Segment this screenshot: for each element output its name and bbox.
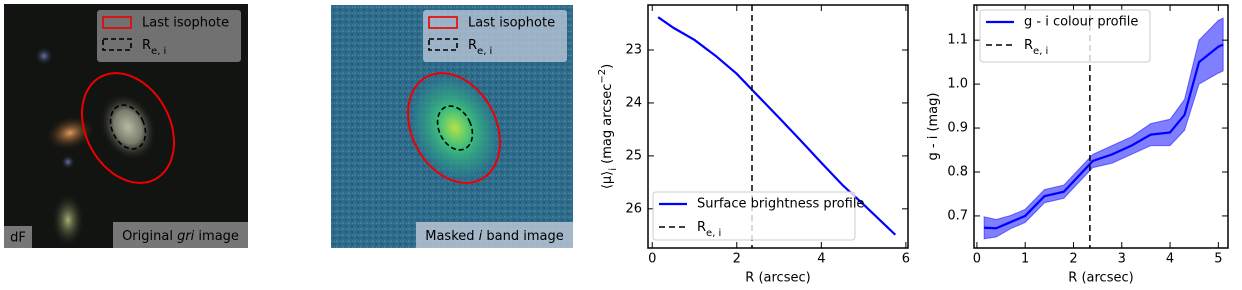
label-part: Original bbox=[122, 229, 177, 244]
legend-swatch bbox=[102, 38, 132, 51]
label-part: ⟨μ⟩ bbox=[600, 171, 615, 189]
x-axis-label: R (arcsec) bbox=[745, 271, 810, 286]
x-tick-label: 4 bbox=[1166, 252, 1174, 267]
legend-box bbox=[97, 10, 241, 62]
label-part: e, i bbox=[1033, 46, 1048, 57]
caption-box bbox=[113, 222, 248, 248]
label-part: g - i (mag) bbox=[926, 93, 941, 161]
axes-frame bbox=[973, 4, 1229, 249]
label-part: band image bbox=[482, 229, 563, 244]
label-part: gri bbox=[177, 229, 195, 244]
label: Original gri image bbox=[122, 229, 239, 244]
label: Surface brightness profile bbox=[697, 197, 864, 212]
label-part: i bbox=[479, 229, 483, 244]
y-tick-label: 1.1 bbox=[947, 33, 968, 48]
label-part: −2 bbox=[597, 69, 608, 84]
label: ⟨μ⟩i (mag arcsec−2) bbox=[597, 64, 619, 189]
y-tick-label: 0.7 bbox=[947, 208, 968, 223]
label-part: e, i bbox=[706, 228, 721, 239]
y-tick-label: 0.9 bbox=[947, 121, 968, 136]
label-part: e, i bbox=[477, 46, 492, 57]
error-band bbox=[983, 17, 1224, 240]
y-tick-label: 0.8 bbox=[947, 164, 968, 179]
label: Re, i bbox=[697, 220, 721, 239]
y-tick-label: 1.0 bbox=[947, 77, 968, 92]
label: Masked i band image bbox=[425, 229, 564, 244]
label-part: i bbox=[608, 168, 619, 171]
x-tick-label: 4 bbox=[817, 252, 825, 267]
legend-label: Last isophote bbox=[468, 16, 555, 31]
caption-box bbox=[416, 222, 573, 248]
x-axis-label: R (arcsec) bbox=[1068, 271, 1133, 286]
axes-frame bbox=[647, 4, 909, 249]
label-part: R bbox=[1024, 38, 1033, 53]
label-part: Masked bbox=[425, 229, 478, 244]
label: g - i (mag) bbox=[926, 93, 941, 161]
label: Re, i bbox=[1024, 38, 1048, 57]
label-part: (mag arcsec bbox=[600, 84, 615, 168]
label-part: e, i bbox=[151, 46, 166, 57]
x-tick-label: 1 bbox=[1021, 252, 1029, 267]
x-tick-label: 0 bbox=[973, 252, 981, 267]
label: Re, i bbox=[468, 38, 492, 57]
corner-label: dF bbox=[10, 231, 26, 246]
legend-swatch bbox=[428, 16, 458, 29]
label-part: image bbox=[194, 229, 239, 244]
label-part: R bbox=[697, 220, 706, 235]
label: Re, i bbox=[142, 38, 166, 57]
profile-line bbox=[984, 43, 1224, 230]
x-tick-label: 2 bbox=[733, 252, 741, 267]
legend-swatch bbox=[102, 16, 132, 29]
x-tick-label: 2 bbox=[1069, 252, 1077, 267]
y-tick-label: 26 bbox=[625, 201, 642, 216]
legend-swatch bbox=[428, 38, 458, 51]
y-tick-label: 24 bbox=[625, 95, 642, 110]
x-tick-label: 3 bbox=[1118, 252, 1126, 267]
legend-label: Last isophote bbox=[142, 16, 229, 31]
x-tick-label: 5 bbox=[1214, 252, 1222, 267]
profile-line bbox=[657, 16, 897, 236]
y-tick-label: 25 bbox=[625, 148, 642, 163]
x-tick-label: 6 bbox=[902, 252, 910, 267]
y-tick-label: 23 bbox=[625, 43, 642, 58]
legend-box bbox=[652, 191, 856, 241]
label: g - i colour profile bbox=[1024, 15, 1138, 30]
caption-box bbox=[4, 226, 32, 248]
label-part: ) bbox=[600, 64, 615, 69]
x-tick-label: 0 bbox=[648, 252, 656, 267]
legend-box bbox=[979, 9, 1151, 63]
label-part: R bbox=[142, 38, 151, 53]
label-part: R bbox=[468, 38, 477, 53]
legend-box bbox=[423, 10, 567, 62]
